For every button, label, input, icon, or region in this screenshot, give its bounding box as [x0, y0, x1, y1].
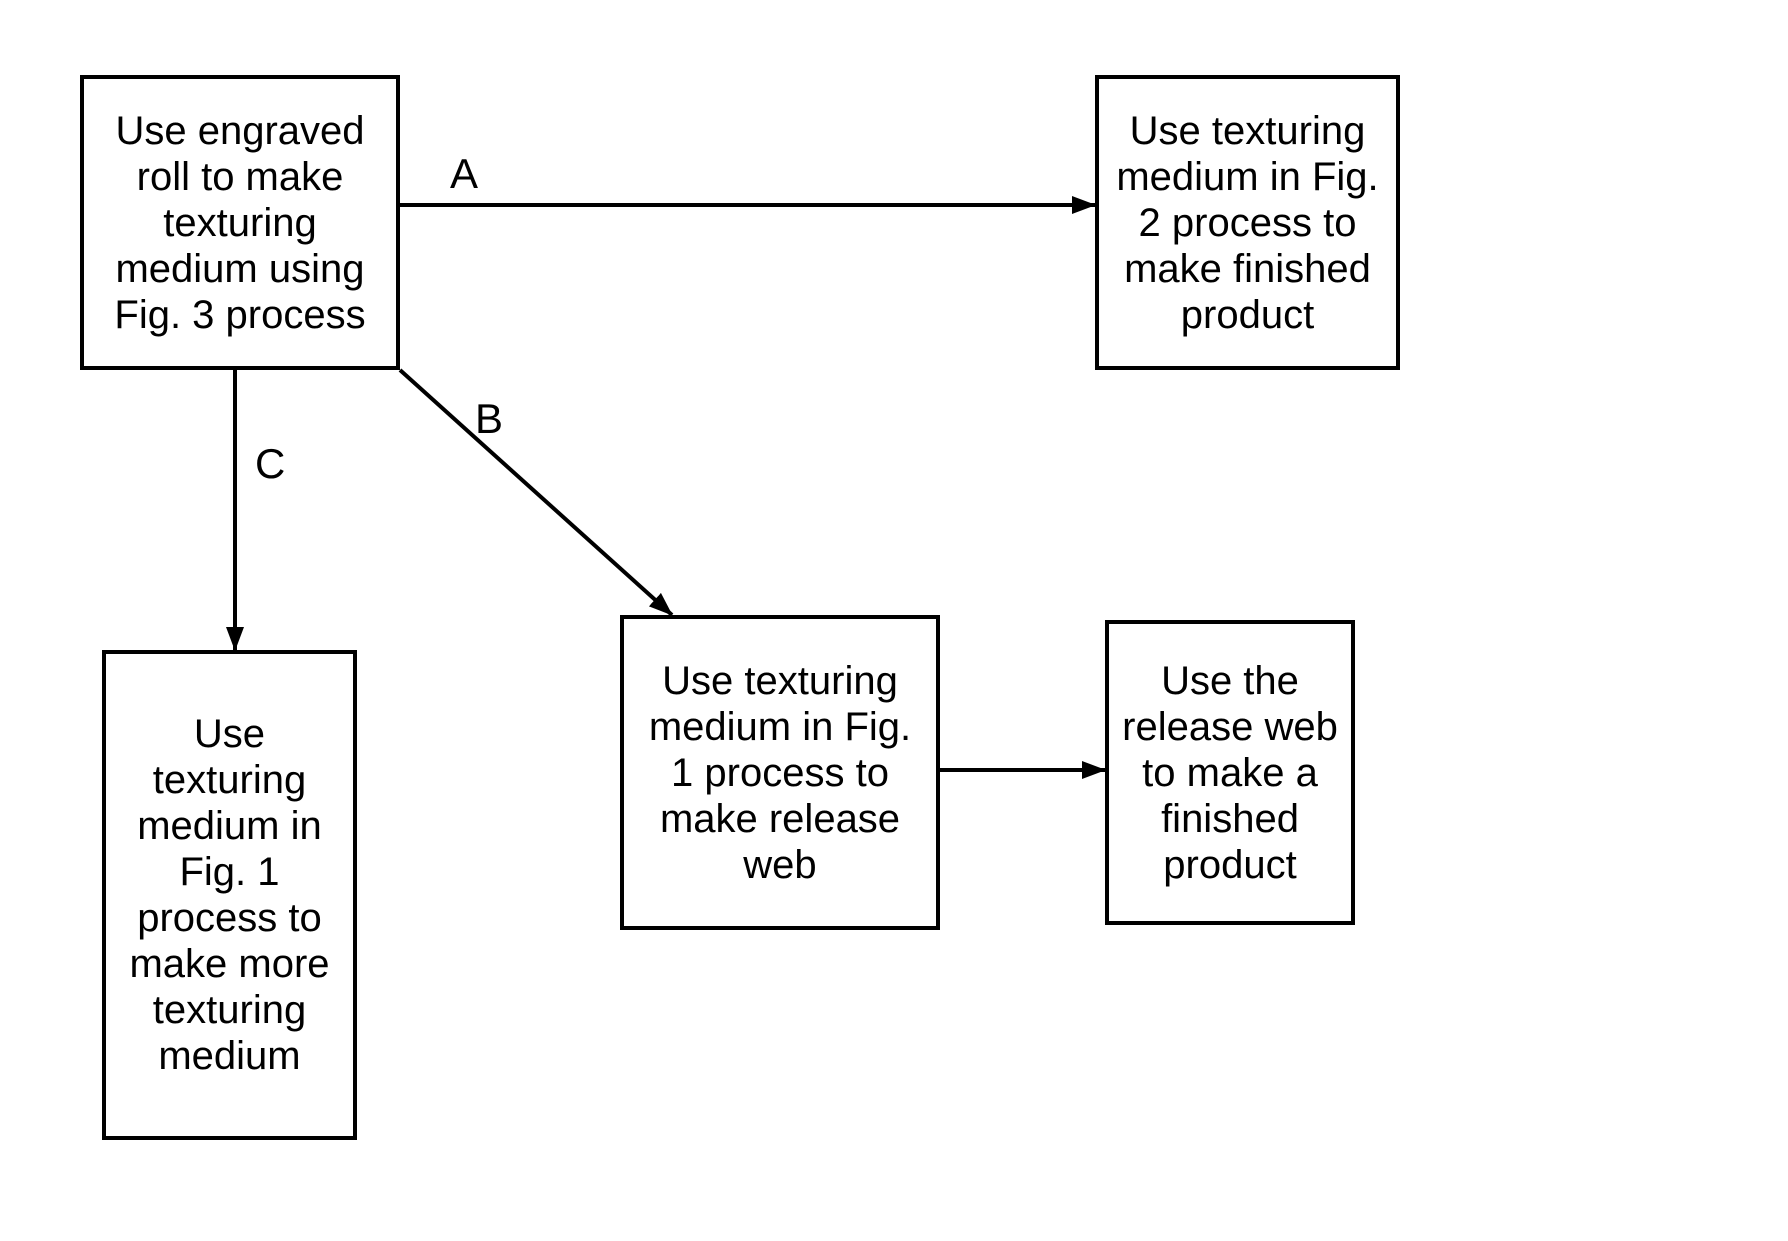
node-text: Use texturing medium in Fig. 1 process t…	[118, 711, 341, 1079]
edge-label-c: C	[255, 440, 285, 488]
flowchart-canvas: Use engraved roll to make texturing medi…	[0, 0, 1788, 1241]
node-fig1-more-texturing: Use texturing medium in Fig. 1 process t…	[102, 650, 357, 1140]
node-engraved-roll: Use engraved roll to make texturing medi…	[80, 75, 400, 370]
edge-label-a: A	[450, 150, 478, 198]
node-text: Use texturing medium in Fig. 2 process t…	[1111, 108, 1384, 338]
node-text: Use the release web to make a finished p…	[1121, 658, 1339, 888]
node-text: Use engraved roll to make texturing medi…	[96, 108, 384, 338]
edge-eB	[400, 370, 672, 615]
node-fig1-release-web: Use texturing medium in Fig. 1 process t…	[620, 615, 940, 930]
node-text: Use texturing medium in Fig. 1 process t…	[636, 658, 924, 888]
node-release-web-finished: Use the release web to make a finished p…	[1105, 620, 1355, 925]
node-fig2-finished-product: Use texturing medium in Fig. 2 process t…	[1095, 75, 1400, 370]
edge-label-b: B	[475, 395, 503, 443]
